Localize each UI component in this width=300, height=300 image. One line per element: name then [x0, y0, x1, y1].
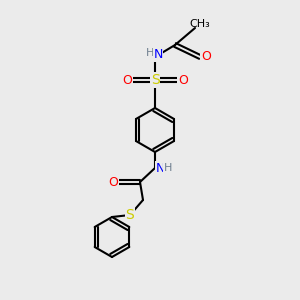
Text: S: S	[151, 73, 159, 87]
Text: O: O	[108, 176, 118, 188]
Text: O: O	[201, 50, 211, 64]
Text: O: O	[178, 74, 188, 86]
Text: N: N	[153, 49, 163, 62]
Text: O: O	[122, 74, 132, 86]
Text: CH₃: CH₃	[190, 19, 210, 29]
Text: N: N	[155, 161, 165, 175]
Text: H: H	[164, 163, 172, 173]
Text: S: S	[126, 208, 134, 222]
Text: H: H	[146, 48, 154, 58]
